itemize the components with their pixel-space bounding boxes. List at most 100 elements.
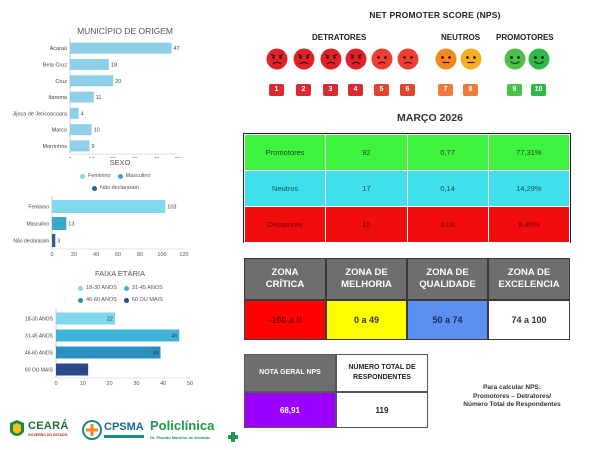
data-label: 22: [107, 317, 113, 323]
note-line2: Promotores – Detratores/: [472, 392, 552, 400]
x-tick-label: 20: [107, 381, 113, 387]
chart-title-sexo: SEXO: [109, 158, 131, 167]
cell-pct: 8,40%: [487, 206, 571, 243]
category-label: Bela Cruz: [43, 62, 67, 68]
x-tick-label: 20: [110, 157, 116, 158]
x-tick-label: 0: [54, 381, 57, 387]
category-label: Jijoca de Jericoacoara: [12, 111, 68, 117]
policlinica-logo-subtext: Dr. Plácido Marinho de Andrade: [150, 435, 211, 440]
zone-excelencia-label2: EXCELENCIA: [498, 279, 560, 290]
category-label: 46-60 ANOS: [25, 351, 54, 357]
sexo-chart: 0 20 40 60 80 100 120 Feminino 103 Masculino 13 Não…: [13, 196, 189, 258]
cell-pct: 14,29%: [487, 170, 571, 207]
zone-melhoria-range: 0 a 49: [326, 300, 407, 340]
category-label: Morrinhos: [43, 144, 68, 150]
cell-label: Detratores: [243, 206, 327, 243]
data-label: 20: [115, 79, 121, 85]
legend-dot-nao-declararam: [92, 185, 97, 191]
category-label: Cruz: [55, 79, 67, 85]
bar: [52, 234, 56, 247]
legend-label-31-45: 31-45 ANOS: [131, 285, 163, 291]
faixa-etaria-chart: 0 10 20 30 40 50 18-30 ANOS 22 31-45 ANOS 46 46-60…: [25, 308, 193, 387]
data-label: 13: [68, 222, 74, 228]
zone-qualidade-header: ZONA DE QUALIDADE: [407, 258, 488, 300]
cell-pct: 77,31%: [487, 134, 571, 171]
zone-critica-range: -100 a 0: [244, 300, 326, 340]
nps-title: NET PROMOTER SCORE (NPS): [369, 10, 501, 20]
nota-geral-value: 68,91: [244, 392, 336, 428]
legend-label-feminino: Feminino: [88, 173, 111, 179]
logo-ceara: CEARÁ GOVERNO DO ESTADO: [8, 418, 78, 444]
zone-qualidade-label2: QUALIDADE: [419, 279, 476, 290]
cpsma-logo-text: CPSMA: [104, 421, 144, 433]
zone-excelencia-header: ZONA DE EXCELENCIA: [488, 258, 570, 300]
data-label: 103: [167, 205, 176, 211]
cell-label: Promotores: [243, 134, 327, 171]
nps-face-9-icon: [504, 48, 526, 70]
cell-ratio: 0,08: [406, 206, 489, 243]
group-title-promotores: PROMOTORES: [496, 33, 554, 42]
chart-title-faixa: FAIXA ETÁRIA: [94, 269, 146, 278]
legend-sexo-row1: Feminino Masculino: [80, 173, 150, 179]
nps-score-badge-2: 2: [296, 84, 311, 96]
bar: [52, 217, 67, 230]
policlinica-logo-text: Policlínica: [150, 418, 215, 433]
legend-dot-masculino: [117, 173, 123, 179]
cell-count: 10: [325, 206, 408, 243]
nps-face-10-icon: [528, 48, 550, 70]
zone-critica-label2: CRÍTICA: [265, 279, 305, 290]
ceara-logo-subtext: GOVERNO DO ESTADO: [28, 433, 68, 437]
legend-dot-feminino: [80, 173, 85, 179]
zone-critica-header: ZONA CRÍTICA: [244, 258, 326, 300]
x-tick-label: 10: [89, 157, 95, 158]
x-tick-label: 60: [115, 252, 121, 258]
legend-sexo-row2: Não declararam: [92, 185, 139, 191]
x-tick-label: 30: [132, 157, 138, 158]
nps-score-badge-4: 4: [348, 84, 363, 96]
legend-label-nao-declararam: Não declararam: [100, 185, 140, 191]
month-title: MARÇO 2026: [397, 112, 463, 124]
data-label: 46: [171, 334, 177, 340]
total-respondentes-value: 119: [336, 392, 428, 428]
category-label: Marco: [52, 128, 67, 134]
category-label: Não declararam: [13, 239, 49, 245]
nps-face-3-icon: [320, 48, 342, 70]
x-tick-label: 10: [80, 381, 86, 387]
category-label: Itarema: [48, 95, 68, 101]
data-label: 3: [57, 239, 60, 245]
data-label: 39: [152, 351, 158, 357]
data-label: 11: [96, 95, 102, 101]
x-tick-label: 50: [187, 381, 193, 387]
category-label: Acaraú: [50, 46, 67, 52]
bar: [56, 312, 115, 325]
cpsma-emblem-icon: [82, 420, 102, 440]
cross-icon: [228, 432, 238, 442]
legend-faixa-row2: 46-60 ANOS 60 OU MAIS: [78, 297, 163, 303]
bar: [56, 346, 161, 359]
municipio-chart: 0 10 20 30 40 50 Acaraú 47 Bela Cruz 18 Cruz 20 Itar…: [12, 38, 181, 158]
bar: [70, 58, 109, 70]
bar: [52, 200, 166, 213]
zone-melhoria-label1: ZONA DE: [345, 267, 388, 278]
bar: [56, 363, 89, 376]
legend-label-18-30: 18-30 ANOS: [86, 285, 117, 291]
legend-dot-46-60: [78, 297, 83, 303]
nota-geral-header: NOTA GERAL NPS: [244, 354, 336, 392]
group-title-neutros: NEUTROS: [441, 33, 481, 42]
nps-score-badge-3: 3: [323, 84, 338, 96]
data-label: 47: [174, 46, 180, 52]
zone-excelencia-range: 74 a 100: [488, 300, 570, 340]
nps-face-4-icon: [345, 48, 367, 70]
note-line3: Número Total de Respondentes: [463, 401, 561, 408]
x-tick-label: 50: [175, 157, 181, 158]
cell-count: 92: [325, 134, 408, 171]
nps-formula-note: Para calcular NPS: Promotores – Detrator…: [452, 384, 572, 410]
legend-label-masculino: Masculino: [125, 173, 151, 179]
total-respondentes-header: NÚMERO TOTAL DE RESPONDENTES: [336, 354, 428, 392]
group-title-detratores: DETRATORES: [312, 33, 367, 42]
table-row-neutros: Neutros 17 0,14 14,29%: [243, 170, 571, 207]
logo-policlinica: Policlínica Dr. Plácido Marinho de Andra…: [150, 416, 240, 446]
cpsma-underline: [104, 435, 144, 438]
category-label: 31-45 ANOS: [25, 334, 54, 340]
nps-face-8-icon: [460, 48, 482, 70]
